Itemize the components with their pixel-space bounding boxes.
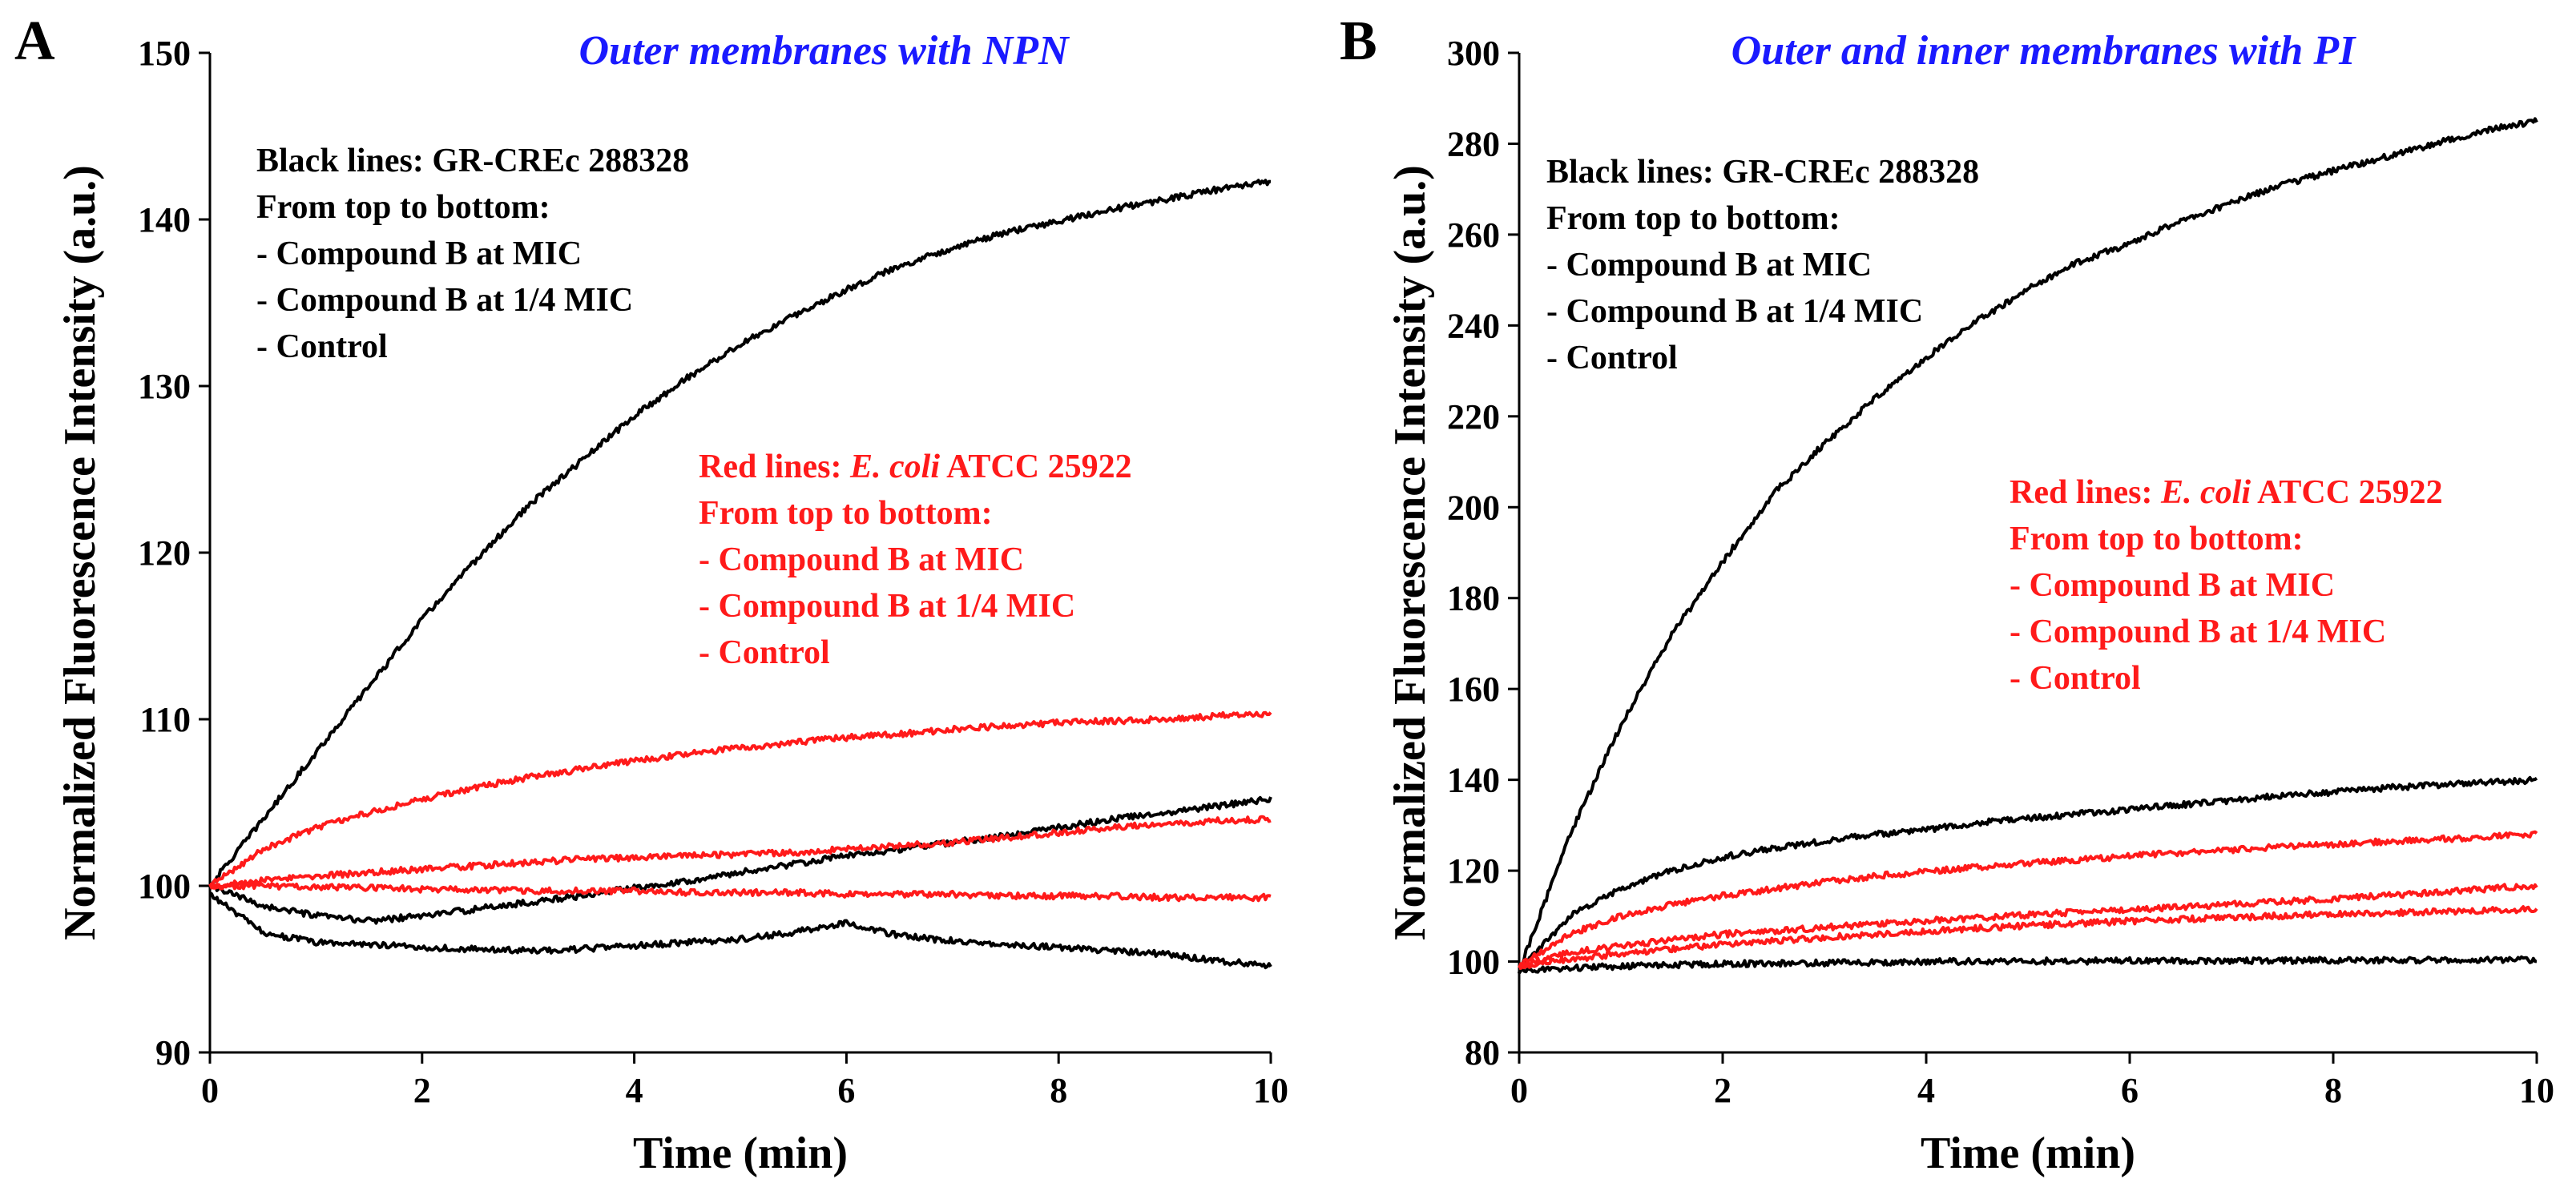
panel-b-black-note-line: - Compound B at MIC [1546,247,1872,284]
y-tick-label: 130 [138,367,191,406]
series-line-gr-crec-288328-compound-b-at-mic [209,179,1272,887]
panel-a-x-axis-label: Time (min) [633,1129,848,1178]
series-line-gr-crec-288328-control [209,891,1272,970]
panel-a-letter: A [14,10,55,72]
series-line-gr-crec-288328-compound-b-at-mic [1518,117,2538,974]
red-heading-prefix: Red lines: [699,449,850,485]
panel-b-red-note-line: - Compound B at 1/4 MIC [2010,614,2386,650]
series-line-e-coli-atcc-25922-compound-b-at-1-4-mic [1518,883,2538,970]
series-line-gr-crec-288328-compound-b-at-1-4-mic [1518,775,2538,974]
panel-a-black-note-line: - Control [256,328,388,365]
y-tick-label: 80 [1465,1033,1500,1072]
panel-b-title: Outer and inner membranes with PI [1731,28,2356,74]
panel-b-red-note-line: From top to bottom: [2010,521,2304,557]
red-heading-strain: ATCC 25922 [940,449,1132,485]
red-heading-species: E. coli [849,449,940,485]
panel-b-letter: B [1340,10,1377,72]
panel-a-y-axis-label: Normalized Fluorescence Intensity (a.u.) [55,165,105,940]
x-tick-label: 4 [626,1071,643,1110]
panel-b-series [1518,117,2538,975]
panel-b-ticks: 80 100 120 140 160 180 200 220 240 260 280 300 0 2 4 6 8… [1447,34,2554,1110]
y-tick-label: 260 [1447,215,1500,255]
panel-a-red-note-line: - Compound B at 1/4 MIC [699,588,1075,625]
panel-a-ticks: 90 100 110 120 130 140 150 0 2 4 6 8 10 [138,34,1288,1110]
y-tick-label: 160 [1447,670,1500,709]
panel-b-axes [1518,53,2537,1054]
series-line-e-coli-atcc-25922-compound-b-at-mic [209,710,1272,887]
panel-b-black-note-line: - Control [1546,340,1678,376]
y-tick-label: 200 [1447,488,1500,527]
series-line-gr-crec-288328-control [1518,955,2538,975]
y-tick-label: 300 [1447,34,1500,73]
panel-a-red-note-line: From top to bottom: [699,495,993,532]
series-line-gr-crec-288328-compound-b-at-1-4-mic [208,795,1272,925]
panel-a: A Outer membranes with NPN Normalized Fl… [14,10,1288,1178]
y-tick-label: 110 [139,700,191,739]
panel-b: B Outer and inner membranes with PI Norm… [1340,10,2554,1178]
y-tick-label: 280 [1447,124,1500,163]
panel-b-red-note-line: - Compound B at MIC [2010,567,2335,604]
y-tick-label: 90 [155,1033,191,1072]
red-heading-strain: ATCC 25922 [2251,474,2443,511]
panel-a-title: Outer membranes with NPN [578,28,1070,74]
x-tick-label: 6 [2121,1071,2139,1110]
panel-b-x-axis-label: Time (min) [1921,1129,2135,1178]
panel-b-black-annotation: Black lines: GR-CREc 288328 From top to … [1546,154,1979,376]
panel-a-black-annotation: Black lines: GR-CREc 288328 From top to … [256,143,689,365]
panel-a-red-annotation: Red lines: E. coli ATCC 25922 From top t… [699,449,1132,671]
panel-b-black-note-line: From top to bottom: [1546,200,1840,237]
panel-a-red-note-line: - Control [699,634,830,671]
panel-a-black-note-line: - Compound B at MIC [256,235,582,272]
series-line-e-coli-atcc-25922-compound-b-at-1-4-mic [208,815,1272,890]
panel-a-black-note-line: Black lines: GR-CREc 288328 [256,143,689,179]
x-tick-label: 4 [1917,1071,1935,1110]
y-tick-label: 140 [138,200,191,239]
panel-b-red-annotation: Red lines: E. coli ATCC 25922 From top t… [2010,474,2443,697]
panel-a-black-note-line: From top to bottom: [256,189,550,226]
x-tick-label: 6 [837,1071,855,1110]
panel-a-red-note-line: - Compound B at MIC [699,541,1024,578]
y-tick-label: 120 [1447,851,1500,891]
red-heading-prefix: Red lines: [2010,474,2161,511]
y-tick-label: 100 [138,867,191,906]
series-line-e-coli-atcc-25922-control [1518,905,2538,970]
x-tick-label: 8 [1050,1071,1067,1110]
x-tick-label: 8 [2324,1071,2342,1110]
x-tick-label: 2 [413,1071,431,1110]
x-tick-label: 10 [1253,1071,1288,1110]
panel-a-red-note-heading: Red lines: E. coli ATCC 25922 [699,449,1132,485]
x-tick-label: 2 [1714,1071,1731,1110]
panel-a-black-note-line: - Compound B at 1/4 MIC [256,282,633,319]
series-line-e-coli-atcc-25922-control [208,881,1272,903]
x-tick-label: 0 [201,1071,219,1110]
y-tick-label: 150 [138,34,191,73]
x-tick-label: 0 [1510,1071,1528,1110]
panel-b-black-note-line: - Compound B at 1/4 MIC [1546,293,1923,330]
panel-b-red-note-line: - Control [2010,660,2141,697]
series-line-e-coli-atcc-25922-compound-b-at-mic [1518,830,2538,970]
y-tick-label: 140 [1447,761,1500,800]
y-tick-label: 100 [1447,943,1500,982]
y-tick-label: 220 [1447,397,1500,437]
red-heading-species: E. coli [2160,474,2251,511]
panel-a-series [208,179,1272,970]
y-tick-label: 120 [138,533,191,573]
panel-b-red-note-heading: Red lines: E. coli ATCC 25922 [2010,474,2443,511]
panel-b-black-note-line: Black lines: GR-CREc 288328 [1546,154,1979,191]
x-tick-label: 10 [2519,1071,2554,1110]
y-tick-label: 240 [1447,306,1500,345]
y-tick-label: 180 [1447,579,1500,618]
panel-b-y-axis-label: Normalized Fluorescence Intensity (a.u.) [1385,165,1435,940]
